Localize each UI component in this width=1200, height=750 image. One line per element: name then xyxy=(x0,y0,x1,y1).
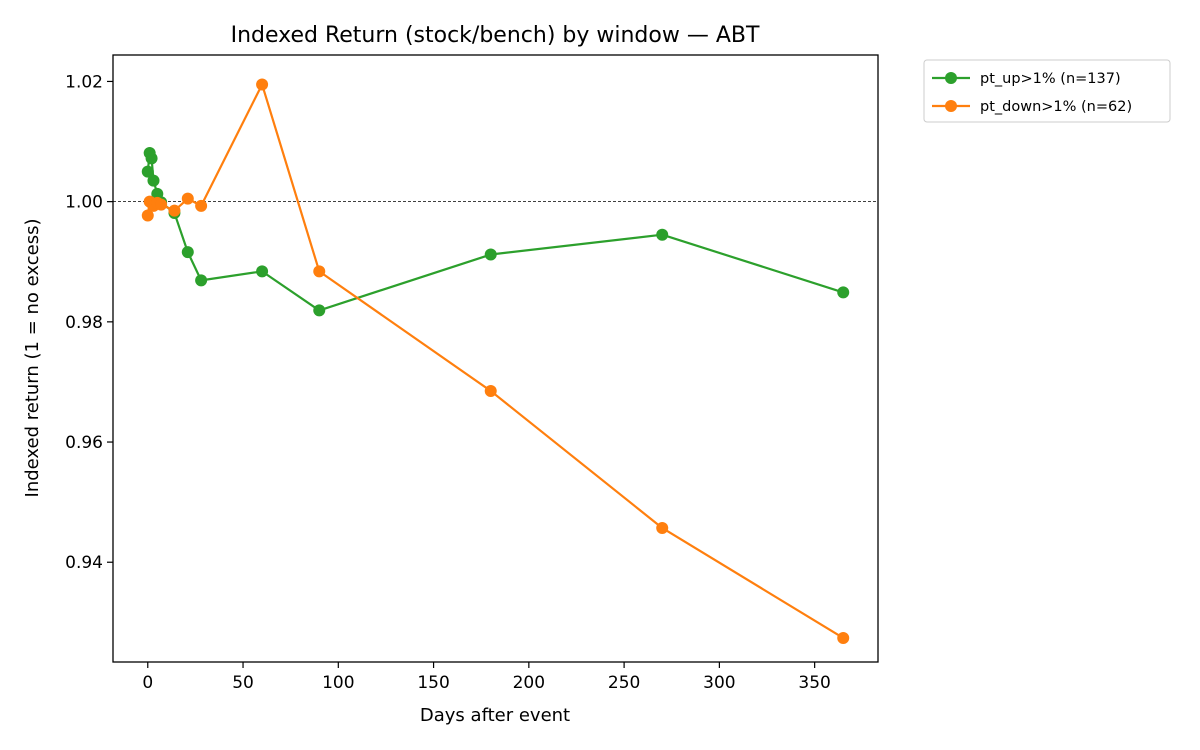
series-1-point xyxy=(256,265,269,278)
series-2-point xyxy=(155,198,168,211)
chart-title: Indexed Return (stock/bench) by window —… xyxy=(231,23,760,48)
x-tick-label: 300 xyxy=(703,673,735,693)
series-1-point xyxy=(141,165,154,178)
x-tick-label: 50 xyxy=(232,673,254,693)
y-axis-label: Indexed return (1 = no excess) xyxy=(22,219,43,498)
plot-area xyxy=(113,78,878,644)
series-1-point xyxy=(147,174,160,187)
series-2-point xyxy=(313,265,326,278)
plot-frame xyxy=(112,54,879,663)
y-tick-label: 1.00 xyxy=(65,193,103,213)
legend-label-2: pt_down>1% (n=62) xyxy=(980,99,1132,115)
series-2-point xyxy=(181,192,194,205)
series-1-point xyxy=(837,286,850,299)
y-tick-label: 0.98 xyxy=(65,313,103,333)
series-2-point xyxy=(195,199,208,212)
series-2-point xyxy=(256,78,269,91)
x-tick-label: 250 xyxy=(608,673,640,693)
series-1-point xyxy=(195,274,208,287)
series-2-point xyxy=(168,204,181,217)
y-tick-label: 1.02 xyxy=(65,72,103,92)
y-tick-label: 0.94 xyxy=(65,553,103,573)
x-tick-label: 150 xyxy=(417,673,449,693)
legend-marker-2 xyxy=(945,100,957,112)
series-1-point xyxy=(145,152,158,165)
x-tick-label: 350 xyxy=(798,673,830,693)
series-2-point xyxy=(141,209,154,222)
series-2-point xyxy=(837,631,850,644)
series-1-point xyxy=(313,304,326,317)
legend-marker-1 xyxy=(945,72,957,84)
x-tick-label: 200 xyxy=(513,673,545,693)
legend-box xyxy=(923,59,1171,123)
y-tick-label: 0.96 xyxy=(65,433,103,453)
x-axis-label: Days after event xyxy=(420,705,570,726)
series-1-point xyxy=(484,248,497,261)
series-1-point xyxy=(181,246,194,259)
series-2-point xyxy=(656,521,669,534)
legend: pt_up>1% (n=137) pt_down>1% (n=62) xyxy=(923,59,1171,123)
series-1-point xyxy=(656,228,669,241)
x-tick-label: 100 xyxy=(322,673,354,693)
x-tick-label: 0 xyxy=(142,673,153,693)
series-2-point xyxy=(484,384,497,397)
legend-label-1: pt_up>1% (n=137) xyxy=(980,71,1121,87)
